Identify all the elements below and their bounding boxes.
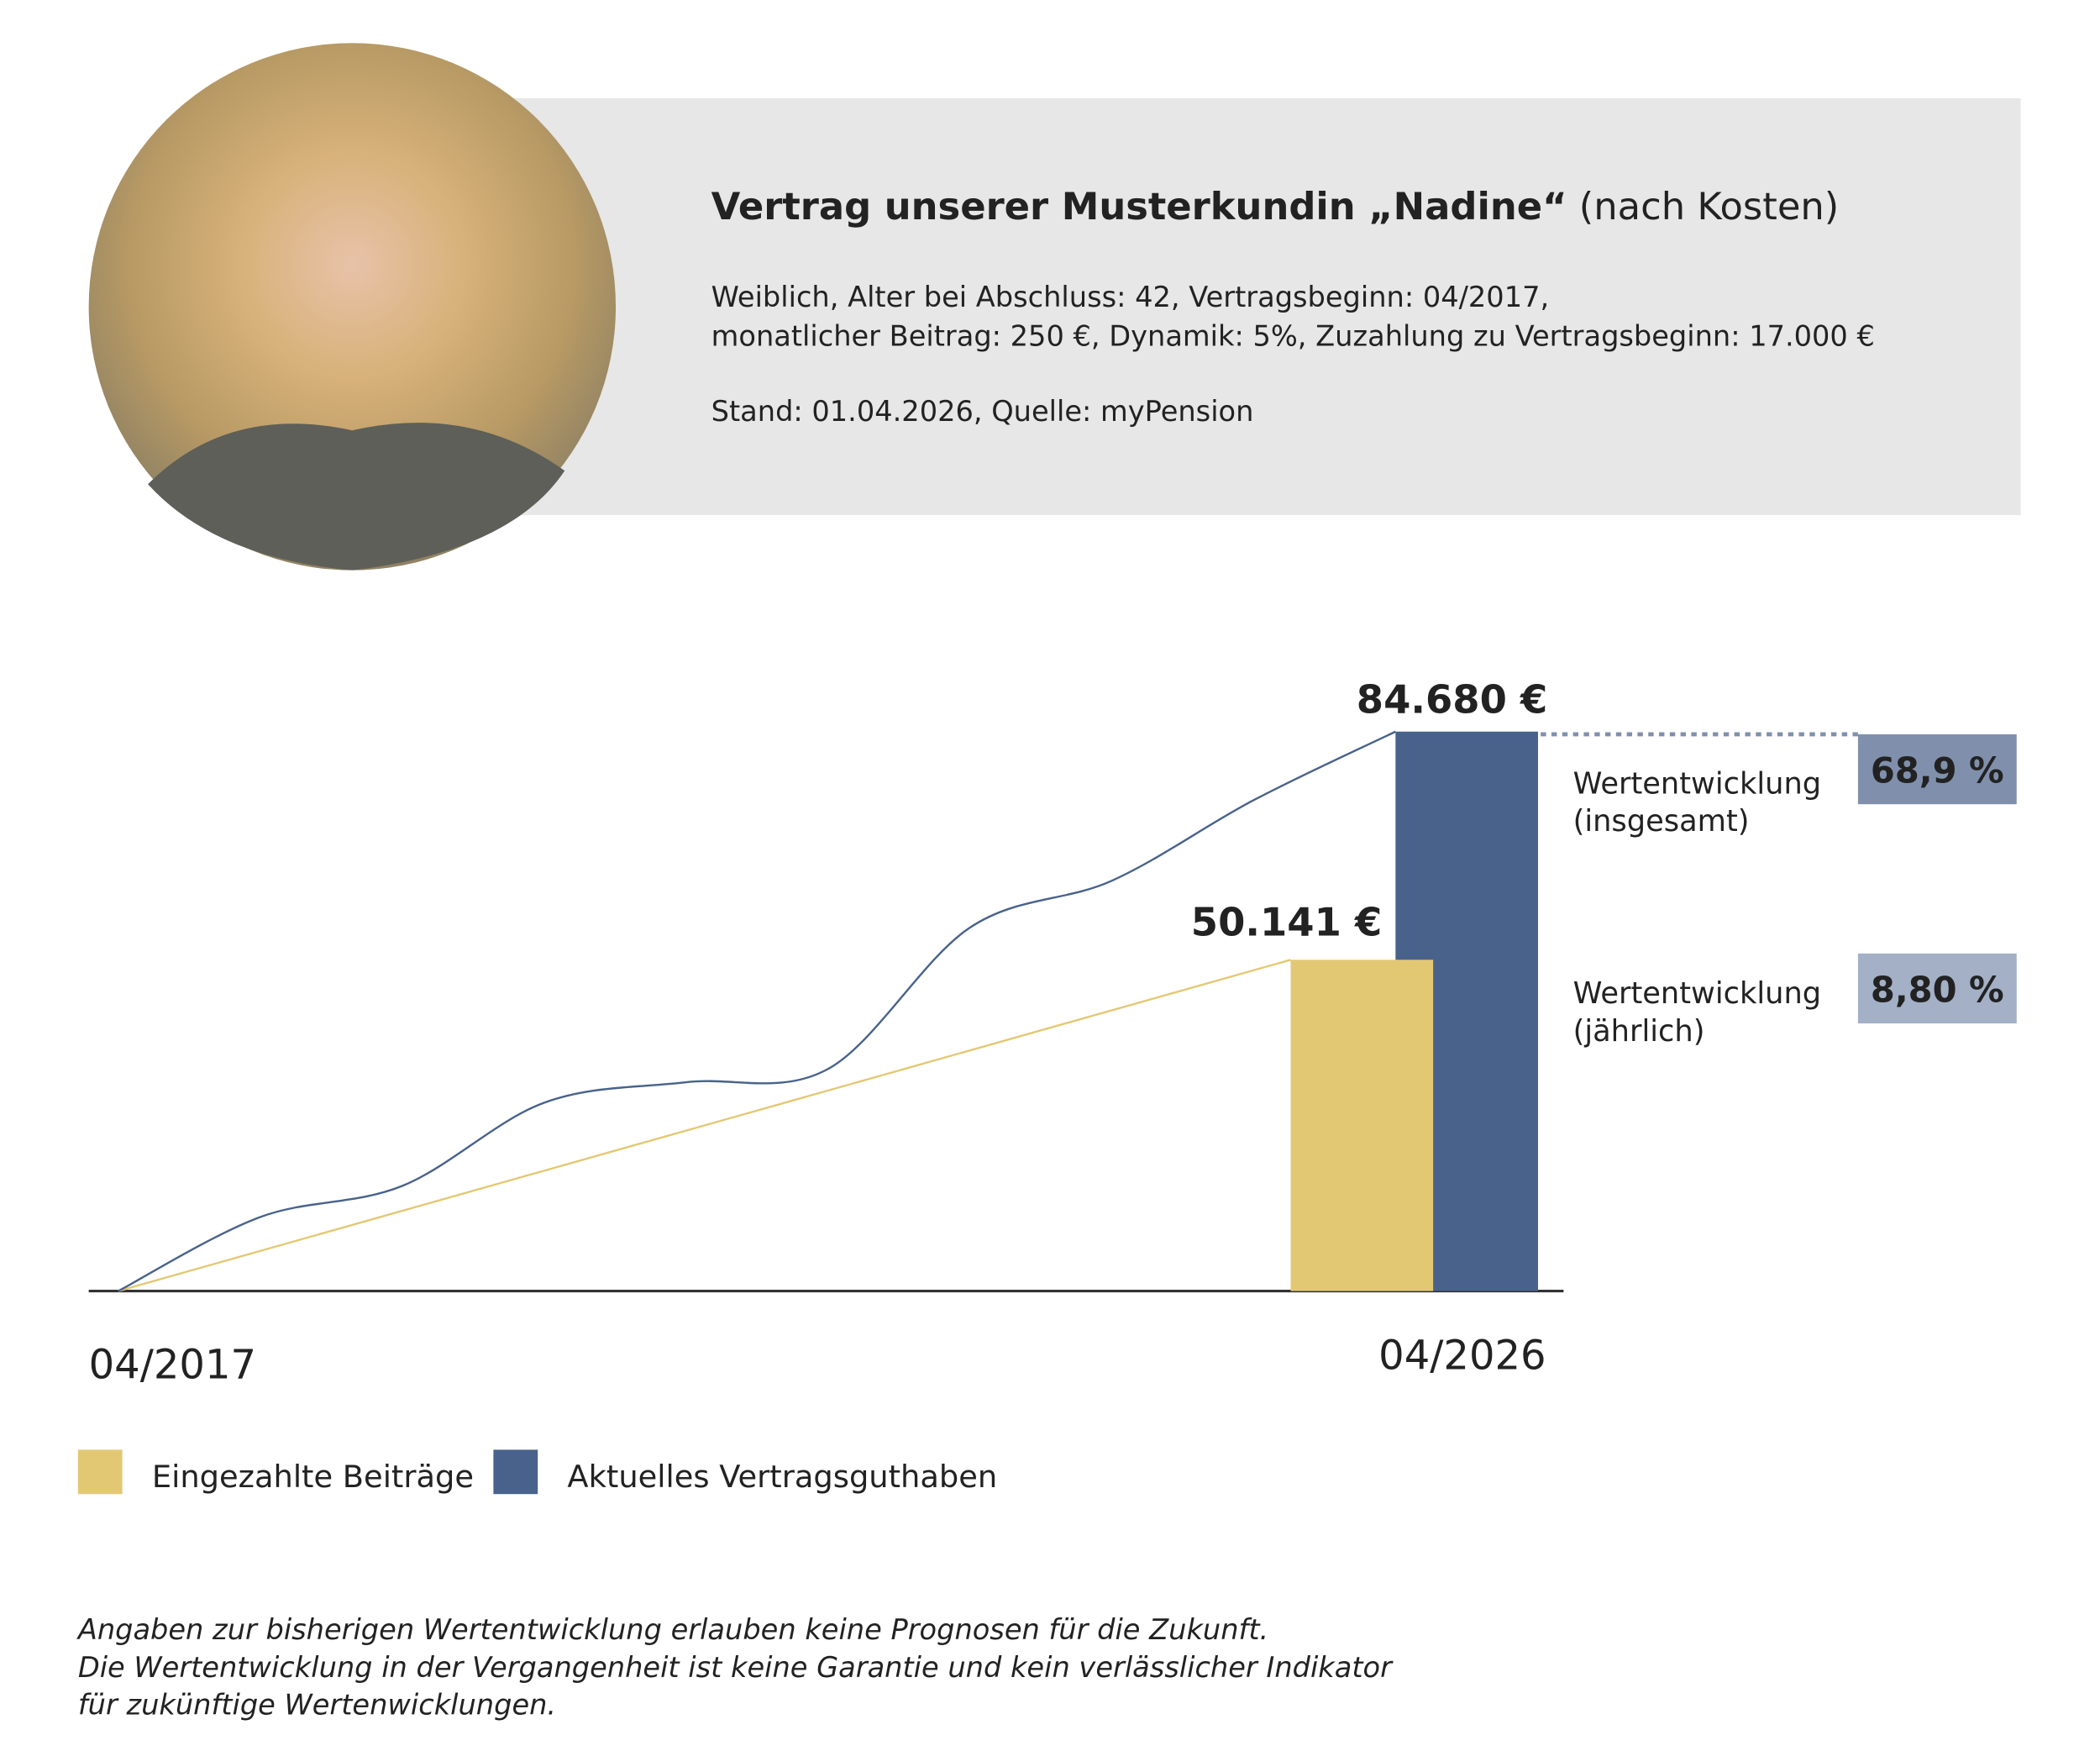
header-source: Stand: 01.04.2026, Quelle: myPension xyxy=(711,395,1254,428)
kpi-value: 68,9 % xyxy=(1871,750,2004,791)
value-label: 50.141 € xyxy=(1191,900,1383,945)
series-line xyxy=(118,959,1291,1292)
footer-note: Angaben zur bisherigen Wertentwicklung e… xyxy=(76,1613,1268,1646)
x-tick-label: 04/2017 xyxy=(89,1342,256,1389)
legend-label: Eingezahlte Beiträge xyxy=(152,1459,474,1495)
end-bar xyxy=(1290,960,1434,1291)
x-tick-label: 04/2026 xyxy=(1378,1332,1546,1379)
kpi-label: Wertentwicklung xyxy=(1573,976,1822,1011)
header-box xyxy=(511,97,2021,516)
header-title: Vertrag unserer Musterkundin „Nadine“ (n… xyxy=(711,184,1840,229)
legend-label: Aktuelles Vertragsguthaben xyxy=(567,1459,997,1495)
title-normal: (nach Kosten) xyxy=(1567,184,1840,229)
header-detail: monatlicher Beitrag: 250 €, Dynamik: 5%,… xyxy=(711,319,1875,352)
kpi-value: 8,80 % xyxy=(1871,969,2004,1010)
footer-note: Die Wertentwicklung in der Vergangenheit… xyxy=(78,1651,1394,1684)
series-line xyxy=(118,730,1396,1292)
title-bold: Vertrag unserer Musterkundin „Nadine“ xyxy=(711,184,1567,229)
header-detail: Weiblich, Alter bei Abschluss: 42, Vertr… xyxy=(711,281,1549,313)
portrait-clothing xyxy=(148,423,565,571)
legend-swatch xyxy=(493,1449,538,1495)
kpi-box xyxy=(1857,953,2017,1024)
kpi-label: Wertentwicklung xyxy=(1573,766,1822,801)
legend-swatch xyxy=(77,1449,123,1495)
footer-note: für zukünftige Wertenwicklungen. xyxy=(78,1689,556,1722)
value-label: 84.680 € xyxy=(1357,676,1548,722)
kpi-label: (insgesamt) xyxy=(1573,804,1750,839)
kpi-label: (jährlich) xyxy=(1573,1014,1705,1049)
kpi-box xyxy=(1857,734,2017,805)
